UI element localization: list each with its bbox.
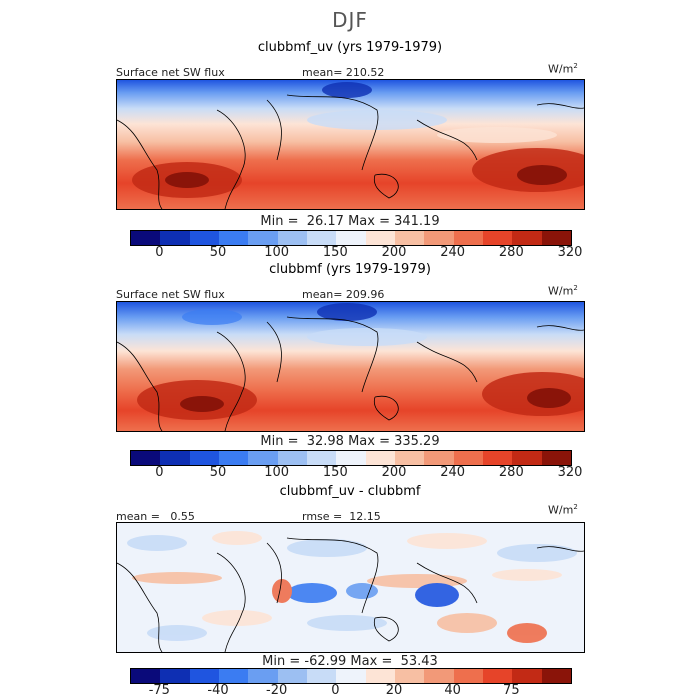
panel-3-min-max: Min = -62.99 Max = 53.43 xyxy=(262,654,438,669)
panel-3-rmse-label: rmse = 12.15 xyxy=(302,510,381,523)
colorbar-swatch xyxy=(218,451,249,465)
colorbar-swatch xyxy=(512,669,542,683)
panel-3-units: W/m2 xyxy=(548,503,578,517)
colorbar-swatch xyxy=(336,451,366,465)
colorbar-tick-label: 0 xyxy=(155,465,164,480)
colorbar-tick-label: 50 xyxy=(209,465,227,480)
colorbar-tick-label: 50 xyxy=(209,245,227,260)
colorbar-tick-label: 240 xyxy=(440,465,466,480)
colorbar-swatch xyxy=(424,231,454,245)
colorbar-swatch xyxy=(189,231,219,245)
colorbar-swatch xyxy=(248,669,278,683)
colorbar-swatch xyxy=(512,451,542,465)
colorbar-swatch xyxy=(541,451,571,465)
colorbar-swatch xyxy=(482,669,513,683)
colorbar-swatch xyxy=(277,451,307,465)
colorbar-swatch xyxy=(365,451,395,465)
colorbar-tick-label: 240 xyxy=(440,245,466,260)
colorbar-tick-label: -40 xyxy=(207,683,229,698)
colorbar-tick-label: 200 xyxy=(381,245,407,260)
panel-3-field xyxy=(117,523,584,652)
colorbar-swatch xyxy=(394,231,425,245)
colorbar-tick-label: 150 xyxy=(322,245,348,260)
colorbar-swatch xyxy=(160,231,190,245)
panel-2-min-max: Min = 32.98 Max = 335.29 xyxy=(260,434,440,449)
colorbar-swatch xyxy=(248,231,278,245)
colorbar-swatch xyxy=(336,231,366,245)
panel-2-colorbar xyxy=(130,450,572,466)
panel-1-mean-label: mean= 210.52 xyxy=(302,66,385,79)
colorbar-swatch xyxy=(541,669,571,683)
colorbar-tick-label: -75 xyxy=(148,683,170,698)
panel-1-title: clubbmf_uv (yrs 1979-1979) xyxy=(257,40,443,55)
colorbar-swatch xyxy=(131,231,161,245)
panel-1-variable-label: Surface net SW flux xyxy=(116,66,225,79)
colorbar-swatch xyxy=(131,451,161,465)
colorbar-tick-label: 320 xyxy=(557,245,583,260)
colorbar-swatch xyxy=(131,669,161,683)
colorbar-tick-label: 150 xyxy=(322,465,348,480)
colorbar-swatch xyxy=(424,669,454,683)
colorbar-swatch xyxy=(218,669,249,683)
panel-1-map xyxy=(116,79,585,210)
panel-3-title: clubbmf_uv - clubbmf xyxy=(279,484,421,499)
colorbar-tick-label: 280 xyxy=(498,245,524,260)
panel-2-mean-label: mean= 209.96 xyxy=(302,288,385,301)
colorbar-tick-label: 100 xyxy=(264,465,290,480)
colorbar-swatch xyxy=(189,669,219,683)
colorbar-tick-label: 200 xyxy=(381,465,407,480)
colorbar-swatch xyxy=(394,669,425,683)
colorbar-tick-label: 0 xyxy=(155,245,164,260)
colorbar-tick-label: 75 xyxy=(503,683,520,698)
colorbar-tick-label: 100 xyxy=(264,245,290,260)
colorbar-swatch xyxy=(218,231,249,245)
colorbar-swatch xyxy=(512,231,542,245)
colorbar-swatch xyxy=(394,451,425,465)
panel-2-variable-label: Surface net SW flux xyxy=(116,288,225,301)
colorbar-swatch xyxy=(277,669,307,683)
colorbar-swatch xyxy=(277,231,307,245)
colorbar-swatch xyxy=(453,669,483,683)
panel-1-min-max: Min = 26.17 Max = 341.19 xyxy=(260,214,440,229)
colorbar-swatch xyxy=(424,451,454,465)
panel-1-units: W/m2 xyxy=(548,62,578,76)
colorbar-swatch xyxy=(482,231,513,245)
colorbar-swatch xyxy=(306,231,337,245)
colorbar-swatch xyxy=(248,451,278,465)
panel-2-title: clubbmf (yrs 1979-1979) xyxy=(269,262,431,277)
panel-3-colorbar-ticks: -75 -40 -20 0 20 40 75 xyxy=(130,682,570,700)
panel-3-mean-label: mean = 0.55 xyxy=(116,510,195,523)
panel-2-colorbar-ticks: 0 50 100 150 200 240 280 320 xyxy=(130,464,582,482)
colorbar-swatch xyxy=(365,669,395,683)
colorbar-tick-label: -20 xyxy=(266,683,288,698)
panel-1-colorbar xyxy=(130,230,572,246)
panel-3-colorbar xyxy=(130,668,572,684)
panel-3-map xyxy=(116,522,585,653)
colorbar-tick-label: 40 xyxy=(444,683,461,698)
colorbar-swatch xyxy=(336,669,366,683)
panel-2-map xyxy=(116,301,585,432)
panel-2-field xyxy=(117,302,584,431)
colorbar-swatch xyxy=(160,669,190,683)
colorbar-tick-label: 20 xyxy=(385,683,403,698)
panel-2-units: W/m2 xyxy=(548,284,578,298)
colorbar-swatch xyxy=(189,451,219,465)
colorbar-swatch xyxy=(482,451,513,465)
colorbar-tick-label: 320 xyxy=(557,465,583,480)
colorbar-swatch xyxy=(306,451,337,465)
colorbar-swatch xyxy=(453,231,483,245)
colorbar-tick-label: 280 xyxy=(498,465,524,480)
panel-1-field xyxy=(117,80,584,209)
colorbar-swatch xyxy=(453,451,483,465)
colorbar-swatch xyxy=(306,669,337,683)
colorbar-swatch xyxy=(365,231,395,245)
panel-1-colorbar-ticks: 0 50 100 150 200 240 280 320 xyxy=(130,244,582,262)
colorbar-swatch xyxy=(541,231,571,245)
colorbar-swatch xyxy=(160,451,190,465)
colorbar-tick-label: 0 xyxy=(331,683,340,698)
figure-title: DJF xyxy=(332,8,368,32)
